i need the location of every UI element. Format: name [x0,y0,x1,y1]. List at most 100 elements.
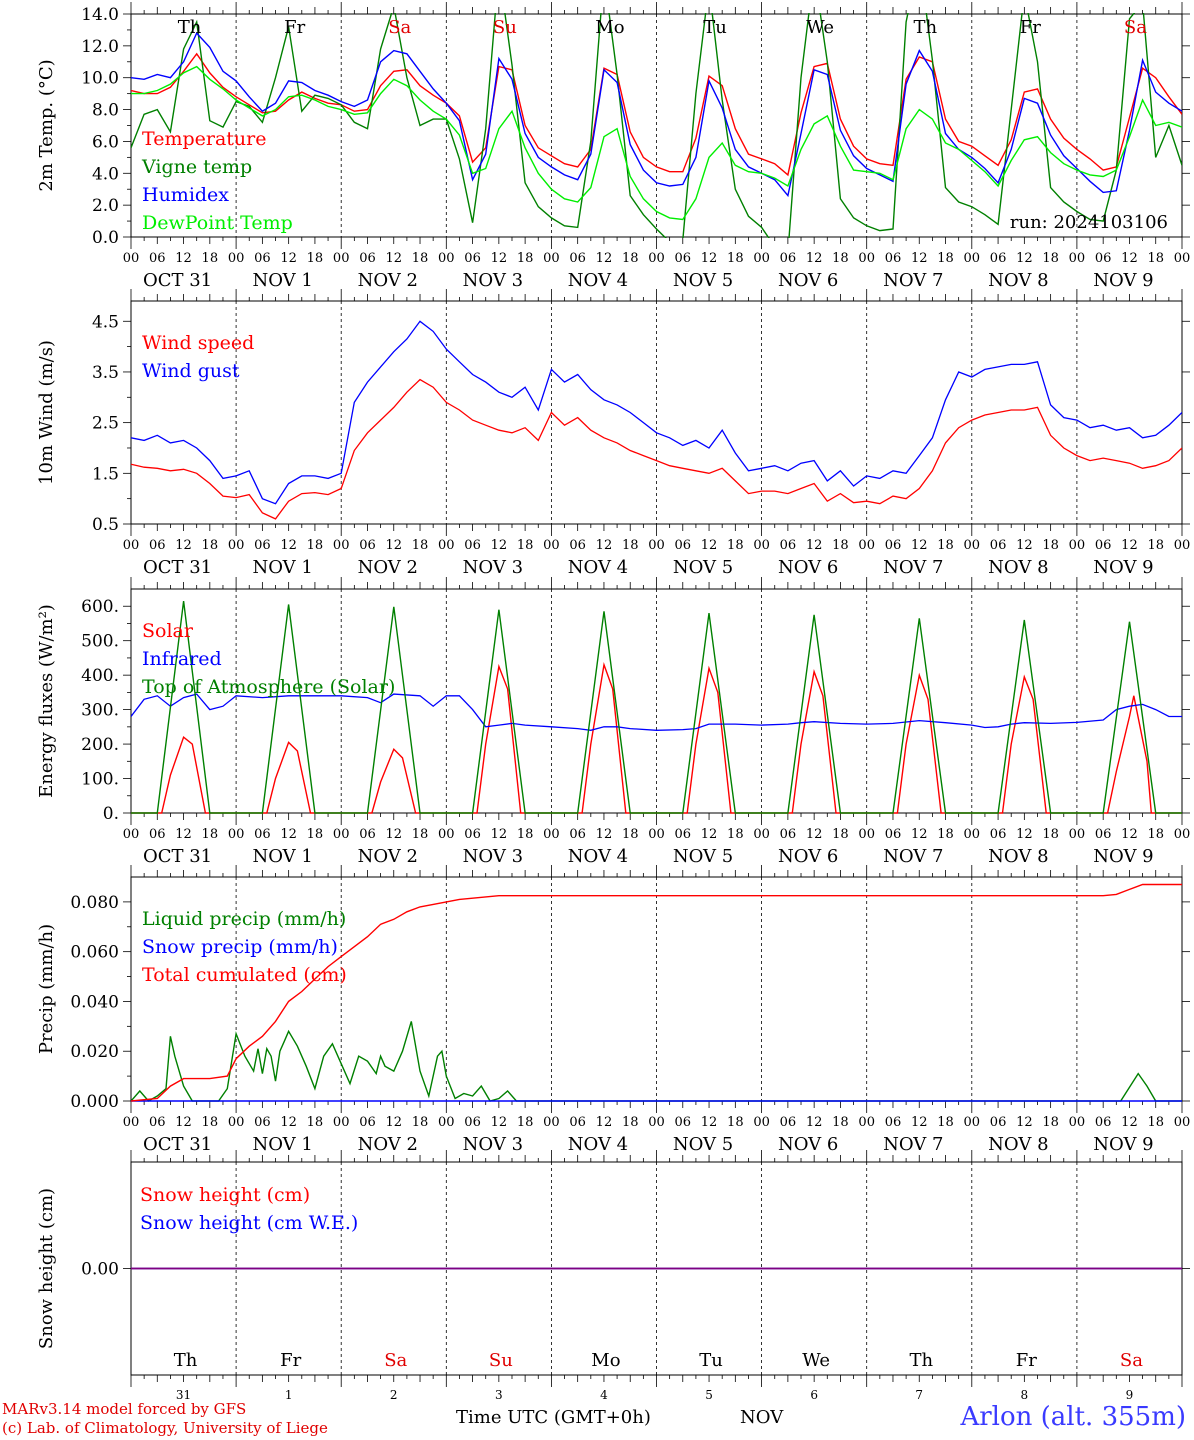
temp-weekday-label: Su [493,17,517,38]
temp-legend-entry: Vigne temp [141,156,252,178]
energy-hour-label: 18 [937,827,954,842]
precip-legend-entry: Snow precip (mm/h) [142,936,338,958]
wind-y-tick-label: 3.5 [92,363,119,383]
precip-hour-label: 18 [412,1115,429,1130]
precip-hour-label: 18 [1147,1115,1164,1130]
precip-hour-label: 06 [464,1115,481,1130]
energy-hour-label: 00 [753,827,770,842]
wind-date-label: NOV 7 [883,557,943,578]
precip-hour-label: 18 [937,1115,954,1130]
precip-hour-label: 12 [1121,1115,1138,1130]
energy-hour-label: 06 [359,827,376,842]
precip-hour-label: 06 [885,1115,902,1130]
temp-hour-label: 06 [464,251,481,266]
precip-hour-label: 00 [648,1115,665,1130]
wind-y-tick-label: 1.5 [92,464,119,484]
temp-date-label: NOV 7 [883,270,943,291]
precip-hour-label: 00 [333,1115,350,1130]
temp-date-label: NOV 1 [252,270,312,291]
temp-hour-label: 00 [964,251,981,266]
wind-hour-label: 06 [990,538,1007,553]
temp-date-label: NOV 8 [988,270,1048,291]
temp-weekday-label: Fr [1020,17,1041,38]
precip-hour-label: 00 [1069,1115,1086,1130]
energy-hour-label: 06 [675,827,692,842]
precip-hour-label: 00 [1174,1115,1191,1130]
wind-hour-label: 00 [333,538,350,553]
temp-hour-label: 12 [701,251,718,266]
temp-date-label: NOV 4 [568,270,628,291]
wind-hour-label: 18 [622,538,639,553]
lab-credit: (c) Lab. of Climatology, University of L… [2,1419,328,1437]
precip-date-label: NOV 3 [463,1134,523,1155]
snow-day-number: 6 [810,1388,818,1402]
wind-hour-label: 00 [858,538,875,553]
temp-weekday-label: Sa [1124,17,1147,38]
temp-hour-label: 18 [727,251,744,266]
temp-hour-label: 06 [359,251,376,266]
energy-hour-label: 00 [123,827,140,842]
temp-weekday-label: Mo [595,17,624,38]
temp-date-label: NOV 3 [463,270,523,291]
temp-hour-label: 18 [1147,251,1164,266]
wind-hour-label: 00 [1069,538,1086,553]
energy-hour-label: 18 [1147,827,1164,842]
precip-legend-entry: Total cumulated (cm) [142,964,347,986]
precip-hour-label: 06 [149,1115,166,1130]
precip-hour-label: 18 [202,1115,219,1130]
wind-hour-label: 00 [1174,538,1191,553]
temp-series-humidex [131,31,1182,198]
temp-hour-label: 12 [1016,251,1033,266]
temp-hour-label: 06 [990,251,1007,266]
temp-series-vigne-temp [131,13,1182,238]
energy-hour-label: 18 [832,827,849,842]
temp-hour-label: 06 [569,251,586,266]
precip-legend-entry: Liquid precip (mm/h) [142,908,346,930]
snow-y-axis-label: Snow height (cm) [36,1188,57,1349]
precip-date-label: NOV 9 [1093,1134,1153,1155]
energy-date-label: NOV 1 [252,846,312,867]
temp-y-tick-label: 12.0 [81,37,119,57]
temp-hour-label: 12 [1121,251,1138,266]
snow-day-number: 2 [390,1388,398,1402]
wind-legend-entry: Wind speed [142,332,254,354]
energy-y-tick-label: 600. [81,597,119,617]
precip-hour-label: 06 [569,1115,586,1130]
temp-hour-label: 06 [675,251,692,266]
snow-weekday-label: Fr [280,1350,301,1371]
energy-date-label: NOV 5 [673,846,733,867]
wind-hour-label: 12 [911,538,928,553]
wind-date-label: NOV 3 [463,557,523,578]
precip-date-label: NOV 6 [778,1134,838,1155]
energy-date-label: NOV 3 [463,846,523,867]
wind-hour-label: 18 [727,538,744,553]
precip-hour-label: 18 [517,1115,534,1130]
precip-y-tick-label: 0.060 [70,943,119,963]
precip-y-tick-label: 0.000 [70,1092,119,1112]
wind-date-label: NOV 8 [988,557,1048,578]
energy-hour-label: 00 [543,827,560,842]
wind-series-wind-speed [131,378,1182,520]
energy-date-label: NOV 6 [778,846,838,867]
wind-hour-label: 12 [806,538,823,553]
wind-hour-label: 06 [464,538,481,553]
temp-hour-label: 18 [307,251,324,266]
temp-hour-label: 00 [858,251,875,266]
wind-hour-label: 12 [491,538,508,553]
temp-hour-label: 00 [438,251,455,266]
energy-hour-label: 12 [280,827,297,842]
precip-hour-label: 00 [858,1115,875,1130]
precip-y-tick-label: 0.020 [70,1042,119,1062]
wind-hour-label: 00 [964,538,981,553]
precip-date-label: NOV 1 [252,1134,312,1155]
precip-hour-label: 12 [806,1115,823,1130]
precip-hour-label: 18 [832,1115,849,1130]
temp-hour-label: 12 [280,251,297,266]
energy-hour-label: 18 [517,827,534,842]
energy-series-solar [131,662,1182,814]
wind-hour-label: 06 [1095,538,1112,553]
precip-hour-label: 06 [675,1115,692,1130]
temp-y-tick-label: 6.0 [92,132,119,152]
snow-weekday-label: Th [174,1350,198,1371]
temp-weekday-label: Th [913,17,937,38]
